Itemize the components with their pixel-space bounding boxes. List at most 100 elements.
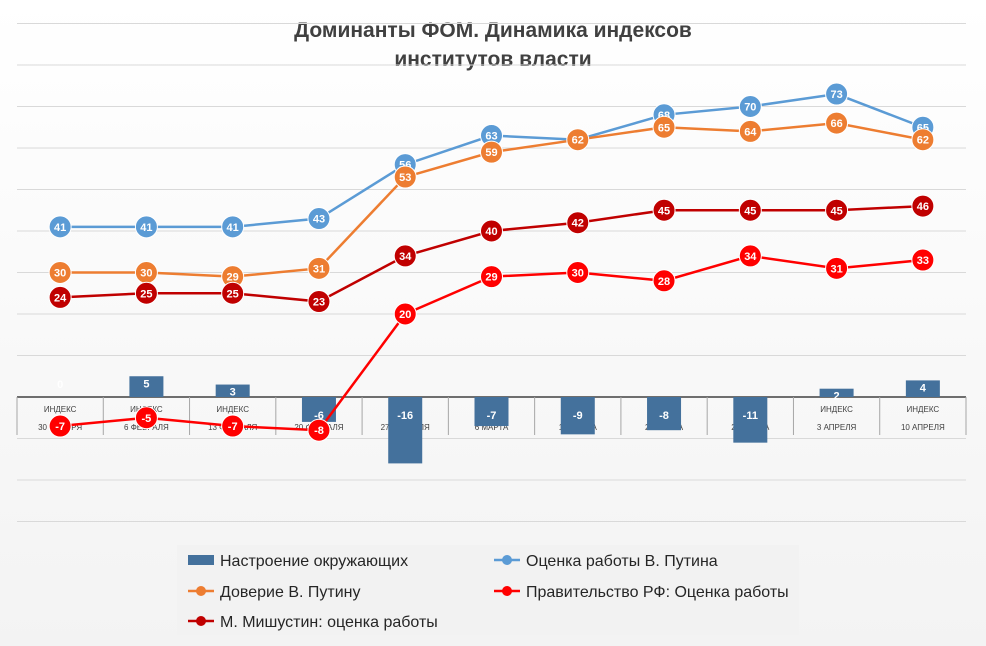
data-point (48, 285, 72, 309)
category-label: 10 АПРЕЛЯ (901, 423, 945, 432)
legend-label: М. Мишустин: оценка работы (220, 614, 438, 631)
data-point (134, 406, 158, 430)
data-point (911, 128, 935, 152)
data-point (48, 414, 72, 438)
legend-label: Оценка работы В. Путина (526, 553, 718, 570)
bar-data-label: 3 (230, 387, 236, 399)
data-point-label: 53 (399, 172, 411, 184)
data-point-label: 20 (399, 309, 411, 321)
data-point-label: 25 (227, 288, 239, 300)
data-point (307, 256, 331, 280)
data-point (393, 165, 417, 189)
legend-entry: Настроение окружающих (188, 553, 408, 570)
legend-entry: М. Мишустин: оценка работы (188, 614, 438, 631)
data-point (221, 414, 245, 438)
bar-data-label: 5 (143, 378, 149, 390)
data-point (566, 128, 590, 152)
legend-box (177, 545, 799, 635)
bar-data-label: -16 (397, 410, 413, 422)
legend-entry: Оценка работы В. Путина (494, 553, 718, 570)
bar-series: 0 5 3 -6 -16 -7 -9 -8 -11 2 4 (57, 376, 940, 464)
data-point-label: 31 (313, 263, 325, 275)
legend-entry: Доверие В. Путину (188, 584, 360, 601)
bar (388, 397, 423, 464)
data-point (825, 198, 849, 222)
data-point-label: 66 (830, 118, 842, 130)
bar-data-label: -8 (659, 410, 669, 422)
category-label: 6 МАРТА (475, 423, 509, 432)
data-point-label: -5 (142, 413, 152, 425)
line-series-group: 24 25 25 23 34 40 42 45 45 45 46 (48, 194, 935, 314)
category-label: 3 АПРЕЛЯ (817, 423, 857, 432)
data-point-label: 63 (485, 131, 497, 143)
category-label: ИНДЕКС (44, 405, 77, 414)
data-point-label: 59 (485, 147, 497, 159)
data-point-label: 73 (830, 89, 842, 101)
legend-label: Доверие В. Путину (220, 584, 360, 601)
data-point (738, 244, 762, 268)
legend-entry: Правительство РФ: Оценка работы (494, 584, 789, 601)
data-point (134, 281, 158, 305)
data-point-label: 45 (744, 205, 756, 217)
data-point-label: 62 (917, 135, 929, 147)
bar (647, 397, 682, 431)
bar (474, 397, 509, 427)
data-point-label: -7 (228, 421, 238, 433)
bar-data-label: -9 (573, 410, 583, 422)
data-point (307, 418, 331, 442)
line-series: 4141414356636870736530302931535962656466… (48, 82, 935, 442)
data-point-label: 29 (485, 272, 497, 284)
data-point-label: 45 (658, 205, 670, 217)
bar-data-label: -6 (314, 410, 324, 422)
data-point (480, 265, 503, 289)
bar (560, 397, 595, 435)
data-point (652, 115, 676, 139)
data-point-label: 34 (744, 251, 757, 263)
data-point-label: 28 (658, 276, 670, 288)
data-point (48, 261, 72, 284)
category-label: ИНДЕКС (216, 405, 249, 414)
bar (129, 376, 164, 397)
legend-swatch (188, 555, 214, 565)
data-point-label: -8 (314, 425, 324, 437)
data-point (825, 256, 849, 280)
legend: Настроение окружающих Оценка работы В. Пу… (177, 545, 799, 635)
data-point (480, 219, 503, 243)
data-point-label: 33 (917, 255, 929, 267)
data-point (221, 281, 245, 305)
data-point (480, 140, 503, 164)
data-point-label: 64 (744, 126, 757, 138)
bar-data-label: -11 (743, 410, 758, 422)
data-point-label: 24 (54, 292, 67, 304)
data-point (738, 119, 762, 143)
bar (819, 388, 854, 397)
line-series-group: -7 -5 -7 -8 20 29 30 28 34 31 33 (48, 244, 935, 442)
data-point (307, 290, 331, 314)
data-point (911, 248, 935, 272)
data-point-label: -7 (55, 421, 65, 433)
bar (215, 384, 250, 397)
bar (905, 380, 940, 397)
data-point-label: 30 (140, 268, 152, 280)
data-point-label: 43 (313, 214, 325, 226)
category-label: ИНДЕКС (820, 405, 853, 414)
data-point (825, 111, 849, 135)
data-point-label: 70 (744, 102, 756, 114)
data-point-label: 29 (227, 272, 239, 284)
chart-title-line-2: институтов власти (394, 48, 591, 71)
data-point-label: 23 (313, 297, 325, 309)
data-point-label: 40 (485, 226, 497, 238)
data-point-label: 41 (54, 222, 66, 234)
data-point-label: 46 (917, 201, 929, 213)
data-point (652, 269, 676, 293)
category-label: ИНДЕКС (907, 405, 940, 414)
legend-label: Настроение окружающих (220, 553, 408, 570)
data-point (307, 207, 331, 231)
legend-marker (502, 586, 512, 596)
data-point (393, 244, 417, 268)
bar-data-label: -7 (487, 410, 497, 422)
data-point-label: 42 (572, 218, 584, 230)
data-point (566, 261, 590, 284)
